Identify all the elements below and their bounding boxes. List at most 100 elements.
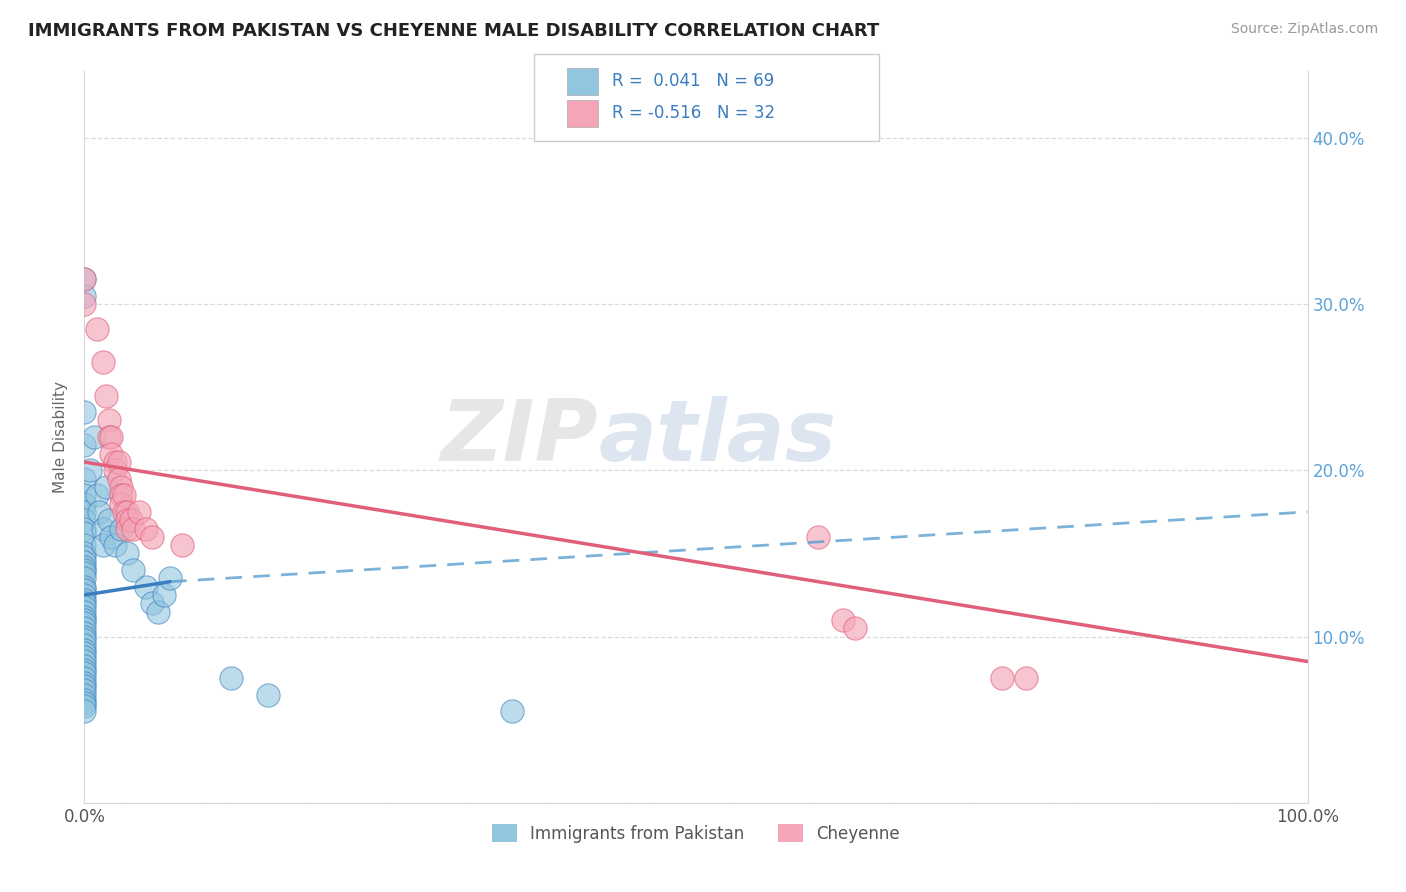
Point (73, 571, 96, 585)
Point (844, 621, 866, 635)
Point (110, 488, 132, 502)
Point (115, 546, 138, 560)
Point (104, 455, 127, 469)
Point (73, 497, 96, 511)
Point (991, 671, 1014, 685)
Point (73, 297, 96, 311)
Text: IMMIGRANTS FROM PAKISTAN VS CHEYENNE MALE DISABILITY CORRELATION CHART: IMMIGRANTS FROM PAKISTAN VS CHEYENNE MAL… (28, 22, 879, 40)
Text: atlas: atlas (598, 395, 837, 479)
Point (257, 688, 280, 702)
Point (73, 566, 96, 581)
Point (112, 488, 135, 502)
Point (110, 480, 132, 494)
Point (73, 438, 96, 452)
Point (831, 613, 853, 627)
Point (73, 692, 96, 706)
Point (73, 638, 96, 652)
Point (73, 580, 96, 594)
Point (96, 388, 118, 402)
Point (73, 705, 96, 719)
Point (73, 666, 96, 681)
Point (73, 671, 96, 685)
Point (73, 646, 96, 660)
Point (107, 472, 129, 486)
Point (115, 521, 138, 535)
Text: ZIP: ZIP (440, 395, 598, 479)
Point (172, 538, 194, 552)
Point (91, 355, 114, 369)
Point (73, 682, 96, 697)
Point (141, 530, 163, 544)
Point (73, 659, 96, 673)
Text: R =  0.041   N = 69: R = 0.041 N = 69 (612, 72, 773, 90)
Point (73, 613, 96, 627)
Point (100, 530, 122, 544)
Point (73, 699, 96, 714)
Point (73, 513, 96, 527)
Point (73, 605, 96, 619)
Point (73, 680, 96, 694)
Point (73, 632, 96, 647)
Point (73, 596, 96, 610)
Point (73, 688, 96, 702)
Point (73, 289, 96, 303)
Point (807, 530, 830, 544)
Point (73, 663, 96, 677)
Point (73, 546, 96, 560)
Point (110, 497, 132, 511)
Point (122, 563, 145, 577)
Point (73, 505, 96, 519)
Point (91, 538, 114, 552)
Point (73, 549, 96, 564)
Point (219, 671, 242, 685)
Point (86, 322, 108, 336)
Point (73, 538, 96, 552)
Point (73, 582, 96, 597)
Point (73, 643, 96, 657)
Point (73, 488, 96, 502)
Point (73, 526, 96, 541)
Point (73, 593, 96, 607)
Point (91, 521, 114, 535)
Point (104, 463, 127, 477)
Point (128, 505, 150, 519)
Point (502, 705, 524, 719)
Point (73, 272, 96, 286)
Point (115, 513, 138, 527)
Point (104, 538, 127, 552)
Point (73, 472, 96, 486)
Point (146, 605, 169, 619)
Point (73, 626, 96, 640)
Point (73, 599, 96, 614)
Text: Source: ZipAtlas.com: Source: ZipAtlas.com (1230, 22, 1378, 37)
Point (115, 505, 138, 519)
Point (73, 621, 96, 635)
Point (73, 655, 96, 669)
Point (135, 521, 157, 535)
Point (73, 559, 96, 574)
Point (73, 649, 96, 664)
Point (97, 513, 120, 527)
Point (73, 272, 96, 286)
Point (86, 488, 108, 502)
Point (73, 616, 96, 631)
Point (122, 521, 145, 535)
Point (107, 455, 129, 469)
Point (73, 405, 96, 419)
Point (73, 563, 96, 577)
Point (73, 630, 96, 644)
Point (97, 430, 120, 444)
Point (141, 596, 163, 610)
Point (73, 696, 96, 710)
Point (79, 463, 101, 477)
Point (97, 413, 120, 427)
Point (153, 588, 176, 602)
Point (112, 505, 135, 519)
Text: R = -0.516   N = 32: R = -0.516 N = 32 (612, 104, 775, 122)
Legend: Immigrants from Pakistan, Cheyenne: Immigrants from Pakistan, Cheyenne (485, 818, 907, 849)
Point (87, 505, 110, 519)
Y-axis label: Male Disability: Male Disability (53, 381, 69, 493)
Point (135, 580, 157, 594)
Point (159, 571, 181, 585)
Point (73, 521, 96, 535)
